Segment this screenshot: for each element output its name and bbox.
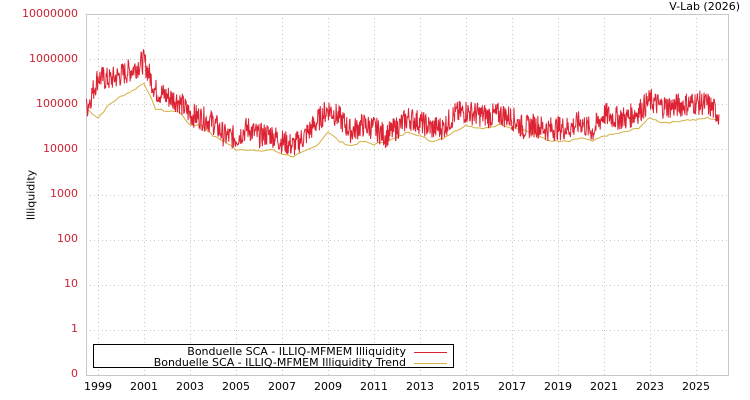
x-tick: 2011 xyxy=(360,380,388,393)
chart-credit: V-Lab (2026) xyxy=(669,0,740,13)
grid xyxy=(86,14,728,375)
y-tick: 0 xyxy=(71,367,78,380)
x-tick: 2017 xyxy=(498,380,526,393)
x-tick: 2013 xyxy=(406,380,434,393)
x-tick: 2023 xyxy=(636,380,664,393)
y-tick: 10 xyxy=(64,277,78,290)
plot-border xyxy=(86,14,729,376)
y-tick: 100000 xyxy=(36,97,78,110)
x-tick: 2007 xyxy=(268,380,296,393)
illiquidity-line xyxy=(86,49,720,156)
y-tick: 10000 xyxy=(43,142,78,155)
x-tick: 2019 xyxy=(544,380,572,393)
legend-item-illiquidity: Bonduelle SCA - ILLIQ-MFMEM Illiquidity xyxy=(187,346,447,358)
legend-swatch-gold xyxy=(414,362,447,364)
x-tick: 2003 xyxy=(176,380,204,393)
legend: Bonduelle SCA - ILLIQ-MFMEM Illiquidity … xyxy=(93,344,454,369)
legend-label: Bonduelle SCA - ILLIQ-MFMEM Illiquidity … xyxy=(153,356,406,369)
y-tick: 100 xyxy=(57,232,78,245)
x-tick: 2001 xyxy=(130,380,158,393)
x-tick: 2009 xyxy=(314,380,342,393)
x-tick: 2015 xyxy=(452,380,480,393)
x-tick: 2005 xyxy=(222,380,250,393)
x-tick: 1999 xyxy=(84,380,112,393)
y-tick: 10000000 xyxy=(22,7,78,20)
legend-item-trend: Bonduelle SCA - ILLIQ-MFMEM Illiquidity … xyxy=(154,357,447,369)
legend-label: Bonduelle SCA - ILLIQ-MFMEM Illiquidity xyxy=(187,345,406,358)
y-tick: 1000 xyxy=(50,187,78,200)
legend-swatch-red xyxy=(414,351,447,353)
y-tick: 1 xyxy=(71,322,78,335)
x-tick: 2021 xyxy=(590,380,618,393)
y-tick: 1000000 xyxy=(29,52,78,65)
x-tick: 2025 xyxy=(682,380,710,393)
